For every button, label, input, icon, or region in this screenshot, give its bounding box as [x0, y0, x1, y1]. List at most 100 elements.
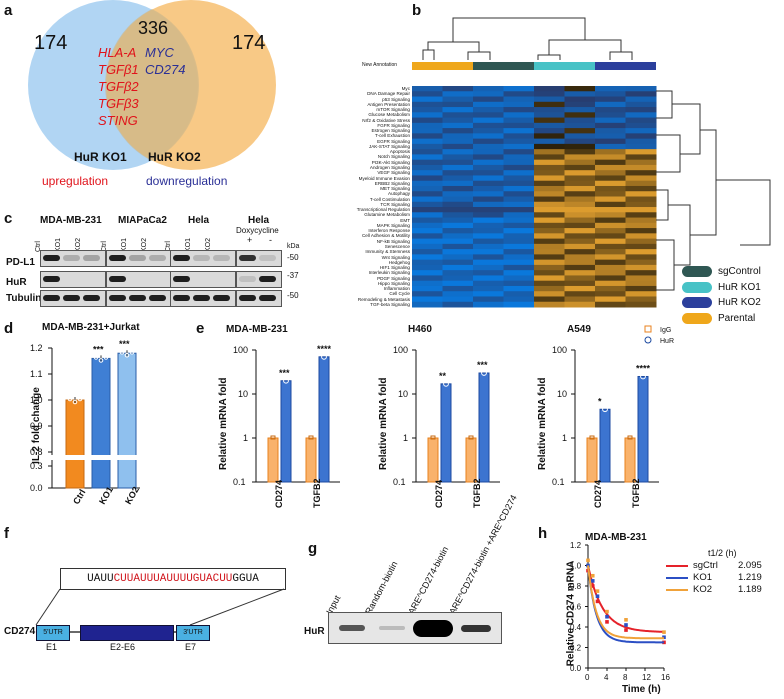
- heatmap-cell: [625, 122, 657, 129]
- blot-strip: [40, 250, 106, 267]
- heatmap-cell: [442, 154, 474, 161]
- heatmap-row-label: Notch Signaling: [377, 154, 410, 160]
- chart-h-point: [595, 594, 600, 599]
- heatmap-cell: [473, 107, 504, 113]
- heatmap-cell: [412, 201, 443, 208]
- heatmap-cell: [564, 270, 596, 276]
- heatmap-row-label: p53 Signaling: [382, 96, 410, 102]
- chart-e-bar-hur: [318, 356, 330, 483]
- heatmap-cell: [442, 138, 474, 145]
- heatmap-cell: [503, 264, 535, 271]
- chart-h-point: [595, 599, 600, 604]
- heatmap-cell: [595, 291, 626, 297]
- heatmap-cell: [442, 96, 474, 103]
- heatmap-cell: [473, 275, 504, 282]
- heatmap-cell: [625, 117, 657, 124]
- heatmap-cell: [564, 285, 596, 292]
- heatmap-cell: [625, 128, 657, 134]
- heatmap-cell: [503, 112, 535, 119]
- heatmap-cell: [534, 222, 565, 229]
- heatmap-cell: [442, 217, 474, 224]
- heatmap-cell: [564, 175, 596, 182]
- heatmap-cell: [564, 238, 596, 245]
- blot-g-row-label: HuR: [304, 626, 325, 637]
- tick-label: 1.0: [570, 562, 582, 571]
- panel-label-g: g: [308, 540, 318, 557]
- tick-label: 8: [623, 673, 628, 682]
- heatmap-cell: [564, 185, 596, 192]
- heatmap-cell: [503, 275, 535, 282]
- chart-h-ylabel: Relative CD274 mRNA: [565, 560, 577, 667]
- heatmap-cell: [412, 275, 443, 282]
- heatmap-cell: [534, 275, 565, 282]
- panel-label-a: a: [4, 2, 13, 19]
- heatmap-cell: [564, 101, 596, 108]
- legend-label: KO1: [693, 572, 713, 583]
- heatmap-cell: [442, 196, 474, 203]
- legend-label: Parental: [718, 312, 756, 324]
- heatmap-cell: [564, 107, 596, 113]
- heatmap-row-label: HIF1 Signaling: [379, 265, 410, 271]
- heatmap-cell: [534, 185, 565, 192]
- heatmap-cell: [625, 285, 657, 292]
- heatmap-cell: [442, 117, 474, 124]
- heatmap-cell: [625, 222, 657, 229]
- heatmap-cell: [473, 259, 504, 266]
- heatmap-cell: [595, 86, 626, 92]
- chart-h-xlabel: Time (h): [622, 684, 661, 695]
- heatmap-cell: [473, 164, 504, 171]
- heatmap-cell: [625, 212, 657, 219]
- heatmap-cell: [442, 207, 474, 213]
- chart-e-point: [602, 406, 608, 413]
- heatmap-cell: [595, 301, 626, 308]
- blot-cell-line: Hela: [248, 215, 270, 226]
- heatmap-cell: [534, 149, 565, 155]
- tick-label: 12: [642, 673, 651, 682]
- heatmap-cell: [412, 185, 443, 192]
- tick-label: 100: [552, 345, 567, 355]
- tick-label: 0.8: [30, 447, 43, 457]
- chart-h-point: [595, 589, 600, 593]
- heatmap-cell: [595, 154, 626, 161]
- heatmap-cell: [473, 201, 504, 208]
- chart-e-legend-label: IgG: [660, 327, 671, 334]
- blot-band: [109, 276, 126, 282]
- panel-label-e: e: [196, 320, 205, 337]
- venn-right-count: 174: [232, 32, 266, 54]
- heatmap-cell: [412, 270, 443, 276]
- heatmap-cell: [473, 143, 504, 150]
- heatmap-cell: [473, 175, 504, 182]
- chart-e-ylabel: Relative mRNA fold: [537, 378, 548, 470]
- heatmap-cell: [412, 254, 443, 261]
- heatmap-cell: [625, 185, 657, 192]
- heatmap-cell: [442, 249, 474, 255]
- heatmap-cell: [442, 301, 474, 308]
- blot-band: [109, 295, 126, 301]
- chart-h-point: [662, 630, 666, 634]
- venn-up-genes: HLA-A TGFβ1 TGFβ2 TGFβ3 STING: [98, 44, 139, 129]
- heatmap-cell: [595, 259, 626, 266]
- tick-label: 0.9: [30, 421, 43, 431]
- heatmap-cell: [503, 96, 535, 103]
- tick-label: 0.0: [570, 664, 582, 673]
- heatmap-row-label: MAPK Signaling: [376, 222, 410, 228]
- heatmap-cell: [625, 254, 657, 261]
- heatmap-row-label: Androgen Signaling: [369, 164, 410, 170]
- heatmap-cell: [503, 270, 535, 276]
- heatmap-cell: [503, 107, 535, 113]
- heatmap-cell: [534, 128, 565, 134]
- heatmap-cell: [534, 233, 565, 240]
- heatmap-cell: [595, 91, 626, 98]
- chart-e-bar-hur: [280, 380, 292, 483]
- blot-strip: [170, 271, 236, 288]
- heatmap-cell: [473, 91, 504, 98]
- heatmap-cell: [595, 228, 626, 234]
- heatmap-cell: [442, 238, 474, 245]
- heatmap-cell: [412, 117, 443, 124]
- heatmap-cell: [473, 301, 504, 308]
- heatmap-row-label: Interferon Response: [368, 228, 410, 234]
- heatmap-cell: [625, 96, 657, 103]
- chart-e-category: TGFB2: [631, 478, 641, 508]
- heatmap-cell: [412, 122, 443, 129]
- blot-band: [43, 276, 60, 282]
